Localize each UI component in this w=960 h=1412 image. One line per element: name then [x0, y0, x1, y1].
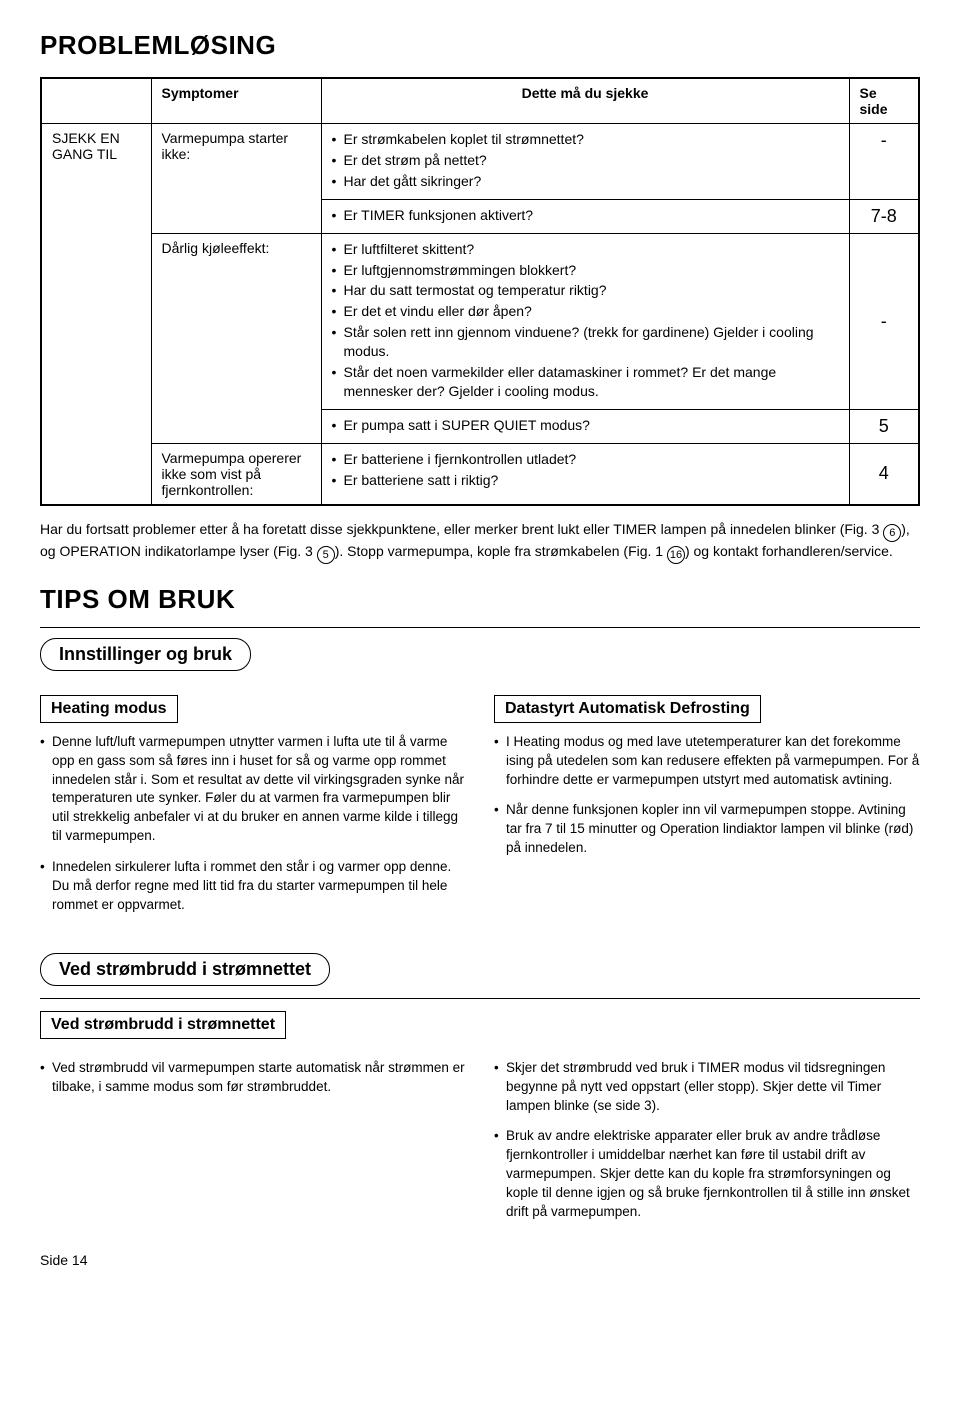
- list-item: Skjer det strømbrudd ved bruk i TIMER mo…: [494, 1059, 920, 1116]
- page-number: Side 14: [40, 1252, 920, 1268]
- table-row-checks: Er TIMER funksjonen aktivert?: [321, 199, 849, 233]
- two-column-section: Heating modus Denne luft/luft varmepumpe…: [40, 695, 920, 927]
- check-item: Er det et vindu eller dør åpen?: [332, 302, 839, 321]
- check-item: Står det noen varmekilder eller datamask…: [332, 363, 839, 401]
- two-column-section: Ved strømbrudd vil varmepumpen starte au…: [40, 1059, 920, 1234]
- table-row-symptom: Varmepumpa starter ikke:: [151, 124, 321, 234]
- list-item: Innedelen sirkulerer lufta i rommet den …: [40, 858, 466, 915]
- table-row-checks: Er pumpa satt i SUPER QUIET modus?: [321, 409, 849, 443]
- subheader-heating: Heating modus: [40, 695, 178, 723]
- list-item: Ved strømbrudd vil varmepumpen starte au…: [40, 1059, 466, 1097]
- page-title-tips: TIPS OM BRUK: [40, 584, 920, 615]
- check-item: Er TIMER funksjonen aktivert?: [332, 206, 839, 225]
- list-item: I Heating modus og med lave utetemperatu…: [494, 733, 920, 790]
- table-row-symptom: Varmepumpa opererer ikke som vist på fje…: [151, 443, 321, 505]
- table-row-checks: Er strømkabelen koplet til strømnettet? …: [321, 124, 849, 200]
- check-item: Er luftgjennomstrømmingen blokkert?: [332, 261, 839, 280]
- circled-number: 5: [317, 546, 335, 564]
- check-item: Er strømkabelen koplet til strømnettet?: [332, 130, 839, 149]
- circled-number: 6: [883, 524, 901, 542]
- check-item: Har det gått sikringer?: [332, 172, 839, 191]
- table-header-check: Dette må du sjekke: [321, 78, 849, 124]
- circled-number: 16: [667, 546, 685, 564]
- column-left: Heating modus Denne luft/luft varmepumpe…: [40, 695, 466, 927]
- table-row-symptom: Dårlig kjøleeffekt:: [151, 233, 321, 443]
- list-item: Denne luft/luft varmepumpen utnytter var…: [40, 733, 466, 846]
- table-header-blank: [41, 78, 151, 124]
- section-header-strombrudd-1: Ved strømbrudd i strømnettet: [40, 953, 330, 986]
- table-row-page: -: [849, 124, 919, 200]
- check-item: Er batteriene i fjernkontrollen utladet?: [332, 450, 839, 469]
- check-item: Er det strøm på nettet?: [332, 151, 839, 170]
- check-item: Er luftfilteret skittent?: [332, 240, 839, 259]
- column-left: Ved strømbrudd vil varmepumpen starte au…: [40, 1059, 466, 1234]
- check-item: Er batteriene satt i riktig?: [332, 471, 839, 490]
- list-item: Når denne funksjonen kopler inn vil varm…: [494, 801, 920, 858]
- table-row-page: 5: [849, 409, 919, 443]
- column-right: Datastyrt Automatisk Defrosting I Heatin…: [494, 695, 920, 927]
- list-item: Bruk av andre elektriske apparater eller…: [494, 1127, 920, 1221]
- column-right: Skjer det strømbrudd ved bruk i TIMER mo…: [494, 1059, 920, 1234]
- table-header-page: Se side: [849, 78, 919, 124]
- table-row-page: -: [849, 233, 919, 409]
- page-title-problemlosing: PROBLEMLØSING: [40, 30, 920, 61]
- check-item: Har du satt termostat og temperatur rikt…: [332, 281, 839, 300]
- subheader-defrosting: Datastyrt Automatisk Defrosting: [494, 695, 761, 723]
- check-item: Er pumpa satt i SUPER QUIET modus?: [332, 416, 839, 435]
- table-row-checks: Er batteriene i fjernkontrollen utladet?…: [321, 443, 849, 505]
- table-row-checks: Er luftfilteret skittent? Er luftgjennom…: [321, 233, 849, 409]
- table-header-symptom: Symptomer: [151, 78, 321, 124]
- table-leftcell: SJEKK EN GANG TIL: [41, 124, 151, 505]
- check-item: Står solen rett inn gjennom vinduene? (t…: [332, 323, 839, 361]
- table-row-page: 7-8: [849, 199, 919, 233]
- note-paragraph: Har du fortsatt problemer etter å ha for…: [40, 520, 920, 564]
- table-row-page: 4: [849, 443, 919, 505]
- section-header-innstillinger: Innstillinger og bruk: [40, 638, 251, 671]
- subheader-strombrudd: Ved strømbrudd i strømnettet: [40, 1011, 286, 1039]
- troubleshooting-table: Symptomer Dette må du sjekke Se side SJE…: [40, 77, 920, 506]
